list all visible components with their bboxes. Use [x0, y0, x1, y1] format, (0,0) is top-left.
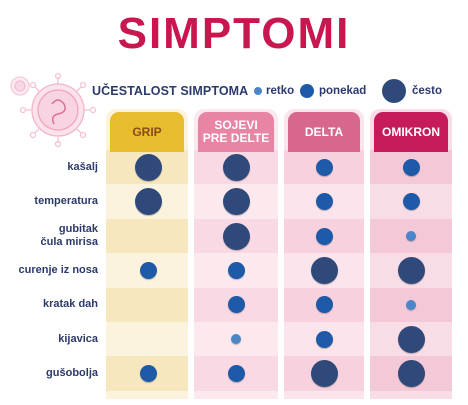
- frequency-dot-medium: [315, 227, 333, 245]
- column-header-label: OMIKRON: [382, 124, 440, 139]
- legend-item-cesto: često: [382, 78, 442, 104]
- legend-label: ponekad: [319, 85, 367, 97]
- frequency-dot-large: [310, 256, 338, 284]
- column-header-grip: GRIP: [110, 112, 184, 152]
- legend-dot-medium: [300, 84, 314, 98]
- legend-item-ponekad: ponekad: [300, 80, 366, 102]
- frequency-dot-large: [397, 360, 425, 388]
- frequency-dot-medium: [315, 158, 333, 176]
- symptom-label: kašalj: [67, 160, 98, 173]
- frequency-dot-large: [134, 153, 162, 181]
- legend-label: često: [412, 85, 443, 97]
- frequency-dot-large: [222, 153, 250, 181]
- symptom-label: gubitak čula mirisa: [40, 223, 98, 248]
- frequency-dot-small: [231, 334, 241, 345]
- frequency-dot-large: [222, 188, 250, 216]
- column-header-delta: DELTA: [288, 112, 360, 152]
- frequency-dot-medium: [315, 330, 333, 348]
- legend-label: retko: [266, 85, 295, 97]
- page-title: SIMPTOMI: [117, 9, 351, 58]
- virus-icon: [10, 72, 96, 148]
- legend-dot-small: [254, 87, 262, 95]
- frequency-dot-small: [406, 299, 416, 310]
- legend-item-retko: retko: [254, 80, 294, 102]
- row-stripe: [106, 287, 188, 322]
- frequency-dot-small: [406, 231, 416, 241]
- column-header-omikron: OMIKRON: [374, 112, 448, 152]
- column-header-label: SOJEVI PRE DELTE: [202, 118, 270, 145]
- frequency-dot-medium: [315, 296, 333, 314]
- symptom-label: gušobolja: [46, 367, 98, 380]
- symptom-label: kijavica: [58, 332, 98, 345]
- frequency-dot-large: [310, 360, 338, 388]
- frequency-dot-medium: [139, 261, 157, 279]
- frequency-dot-medium: [227, 296, 245, 314]
- symptom-label: kratak dah: [42, 298, 98, 311]
- frequency-dot-large: [134, 188, 162, 216]
- frequency-dot-medium: [402, 193, 420, 211]
- frequency-dot-medium: [227, 261, 245, 279]
- column-header-label: GRIP: [132, 124, 162, 139]
- frequency-dot-medium: [402, 158, 420, 176]
- frequency-dot-large: [397, 256, 425, 284]
- legend-dot-large: [382, 79, 406, 103]
- frequency-dot-medium: [139, 365, 157, 383]
- frequency-dot-medium: [227, 365, 245, 383]
- legend-title: UČESTALOST SIMPTOMA: [92, 84, 249, 98]
- frequency-dot-medium: [315, 193, 333, 211]
- symptom-label: curenje iz nosa: [18, 263, 98, 276]
- symptom-label: temperatura: [34, 195, 98, 208]
- frequency-dot-large: [222, 222, 250, 250]
- row-stripe: [106, 218, 188, 254]
- column-header-sojevi: SOJEVI PRE DELTE: [198, 112, 274, 152]
- column-header-label: DELTA: [304, 124, 344, 139]
- frequency-dot-large: [397, 325, 425, 353]
